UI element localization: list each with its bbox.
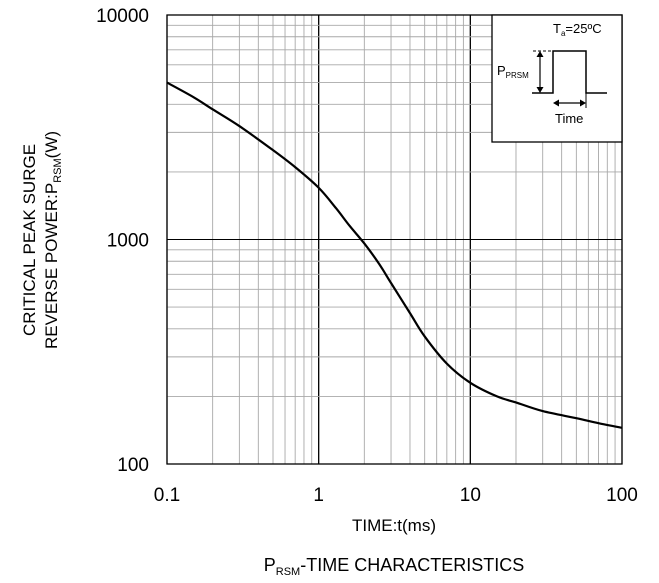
inset-power-label: PPRSM bbox=[497, 63, 529, 80]
y-tick-labels: 100 1000 10000 bbox=[96, 6, 149, 476]
inset-time-label: Time bbox=[555, 111, 583, 126]
y-tick-label: 100 bbox=[117, 455, 149, 476]
arrow-head-down bbox=[536, 87, 544, 93]
x-axis-label: TIME:t(ms) bbox=[352, 516, 436, 535]
svg-text:REVERSE POWER:PRSM(W): REVERSE POWER:PRSM(W) bbox=[42, 131, 64, 349]
x-tick-label: 0.1 bbox=[154, 485, 180, 506]
arrow-head-right bbox=[580, 99, 586, 107]
y-tick-label: 10000 bbox=[96, 6, 149, 27]
inset-box bbox=[491, 14, 623, 143]
x-tick-label: 1 bbox=[313, 485, 324, 506]
x-tick-label: 10 bbox=[460, 485, 481, 506]
pulse-waveform bbox=[532, 50, 607, 94]
inset-pulse-diagram: Ta=25ºC PPRSM Time bbox=[491, 14, 623, 143]
svg-text:CRITICAL PEAK SURGE: CRITICAL PEAK SURGE bbox=[20, 144, 39, 336]
arrow-head-left bbox=[553, 99, 559, 107]
chart-caption: PRSM-TIME CHARACTERISTICS bbox=[264, 555, 524, 578]
inset-temperature: Ta=25ºC bbox=[553, 21, 602, 38]
series-curve bbox=[166, 81, 623, 429]
x-tick-label: 100 bbox=[606, 485, 638, 506]
x-tick-labels: 0.1 1 10 100 bbox=[154, 485, 638, 506]
plot-frame bbox=[166, 14, 623, 465]
arrow-head-up bbox=[536, 51, 544, 57]
y-axis-label: CRITICAL PEAK SURGE REVERSE POWER:PRSM(W… bbox=[20, 131, 64, 349]
y-tick-label: 1000 bbox=[107, 231, 149, 252]
